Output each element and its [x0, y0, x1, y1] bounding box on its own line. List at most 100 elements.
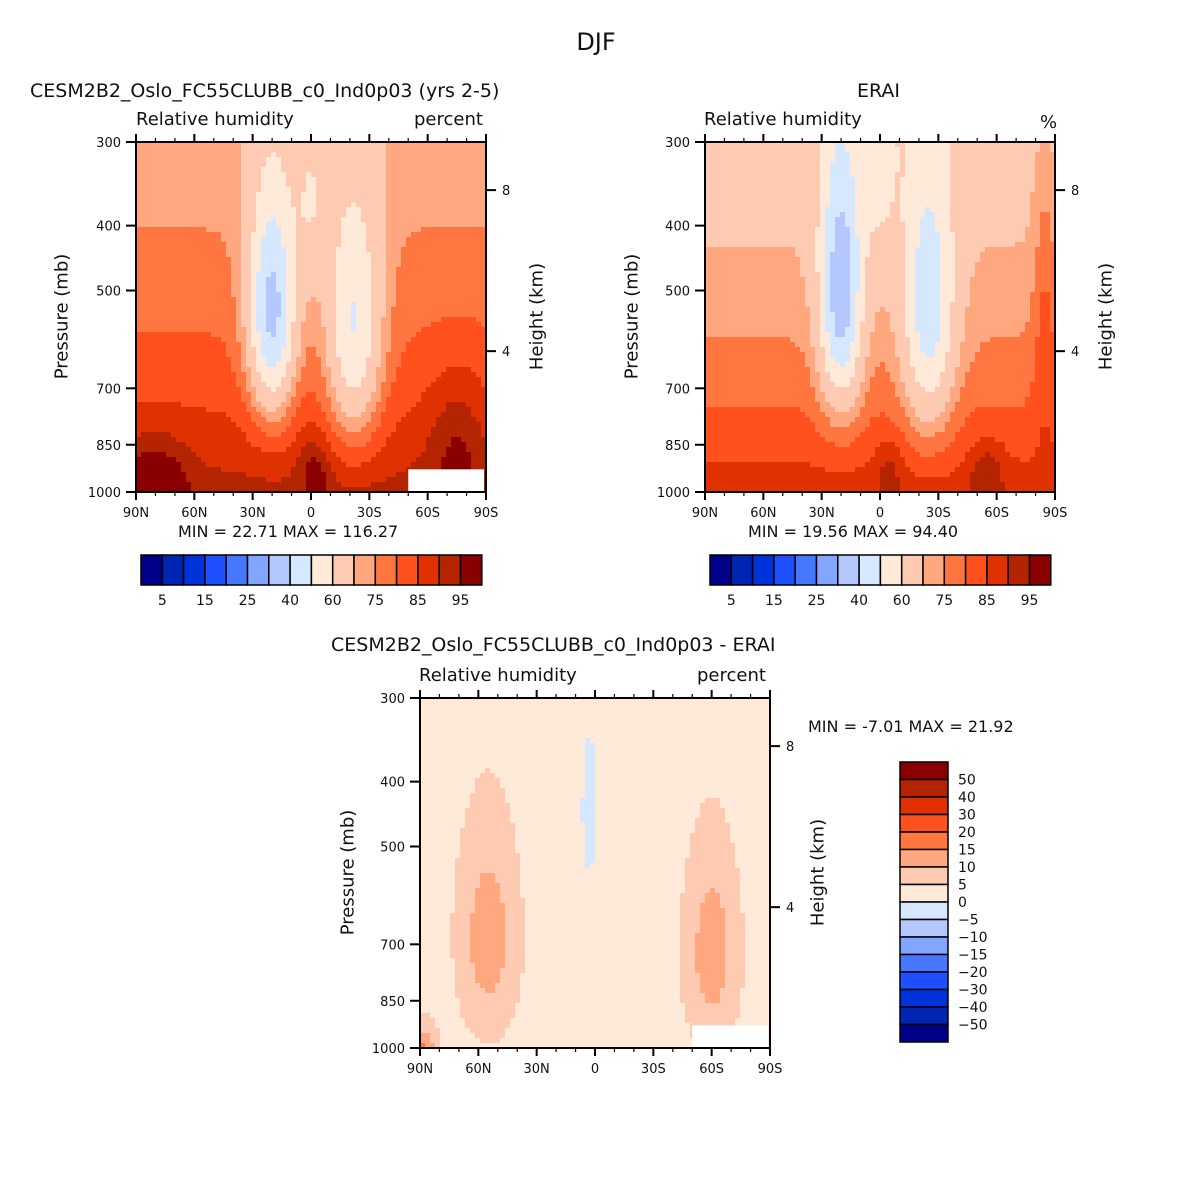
- field-cell: [156, 367, 162, 373]
- field-cell: [251, 147, 257, 153]
- field-cell: [206, 162, 212, 168]
- field-cell: [361, 412, 367, 418]
- field-cell: [201, 312, 207, 318]
- field-cell: [206, 247, 212, 253]
- field-cell: [271, 482, 277, 488]
- field-cell: [241, 267, 247, 273]
- field-cell: [705, 222, 711, 228]
- field-cell: [286, 267, 292, 273]
- field-cell: [381, 327, 387, 333]
- field-cell: [406, 432, 412, 438]
- field-cell: [176, 167, 182, 173]
- field-cell: [266, 457, 272, 463]
- field-cell: [401, 237, 407, 243]
- field-cell: [356, 437, 362, 443]
- field-cell: [481, 282, 487, 288]
- field-cell: [441, 142, 447, 148]
- field-cell: [151, 207, 157, 213]
- field-cell: [156, 272, 162, 278]
- field-cell: [481, 362, 487, 368]
- field-cell: [266, 307, 272, 313]
- field-cell: [161, 357, 167, 363]
- field-cell: [426, 377, 432, 383]
- field-cell: [326, 422, 332, 428]
- field-cell: [176, 162, 182, 168]
- field-cell: [211, 192, 217, 198]
- field-cell: [211, 257, 217, 263]
- field-cell: [256, 157, 262, 163]
- field-cell: [321, 412, 327, 418]
- field-cell: [341, 257, 347, 263]
- field-cell: [471, 432, 477, 438]
- field-cell: [406, 442, 412, 448]
- field-cell: [301, 172, 307, 178]
- field-cell: [416, 167, 422, 173]
- field-cell: [261, 292, 267, 298]
- field-cell: [326, 327, 332, 333]
- field-cell: [421, 192, 427, 198]
- field-cell: [171, 372, 177, 378]
- field-cell: [361, 257, 367, 263]
- field-cell: [446, 267, 452, 273]
- field-cell: [386, 207, 392, 213]
- field-cell: [196, 342, 202, 348]
- field-cell: [201, 337, 207, 343]
- field-cell: [176, 452, 182, 458]
- field-cell: [301, 167, 307, 173]
- field-cell: [331, 192, 337, 198]
- field-cell: [371, 457, 377, 463]
- field-cell: [291, 332, 297, 338]
- field-cell: [251, 142, 257, 148]
- field-cell: [431, 402, 437, 408]
- field-cell: [211, 242, 217, 248]
- field-cell: [221, 422, 227, 428]
- field-cell: [206, 297, 212, 303]
- field-cell: [261, 297, 267, 303]
- field-cell: [171, 337, 177, 343]
- field-cell: [481, 177, 487, 183]
- field-cell: [251, 487, 257, 493]
- field-cell: [286, 342, 292, 348]
- field-cell: [261, 452, 267, 458]
- field-cell: [301, 157, 307, 163]
- field-cell: [151, 417, 157, 423]
- field-cell: [466, 252, 472, 258]
- field-cell: [476, 202, 482, 208]
- field-cell: [376, 372, 382, 378]
- field-cell: [421, 307, 427, 313]
- field-cell: [376, 332, 382, 338]
- field-cell: [226, 172, 232, 178]
- field-cell: [176, 377, 182, 383]
- field-cell: [426, 422, 432, 428]
- field-cell: [216, 147, 222, 153]
- field-cell: [316, 422, 322, 428]
- field-cell: [291, 247, 297, 253]
- field-cell: [156, 242, 162, 248]
- field-cell: [136, 307, 142, 313]
- field-cell: [161, 462, 167, 468]
- field-cell: [306, 247, 312, 253]
- field-cell: [251, 172, 257, 178]
- field-cell: [426, 347, 432, 353]
- field-cell: [221, 147, 227, 153]
- field-cell: [386, 412, 392, 418]
- field-cell: [446, 432, 452, 438]
- field-cell: [241, 457, 247, 463]
- field-cell: [326, 427, 332, 433]
- field-cell: [476, 322, 482, 328]
- field-cell: [346, 402, 352, 408]
- field-cell: [161, 317, 167, 323]
- field-cell: [346, 487, 352, 493]
- field-cell: [366, 322, 372, 328]
- field-cell: [216, 267, 222, 273]
- field-cell: [206, 362, 212, 368]
- field-cell: [396, 202, 402, 208]
- field-cell: [246, 217, 252, 223]
- field-cell: [251, 222, 257, 228]
- field-cell: [266, 447, 272, 453]
- field-cell: [296, 462, 302, 468]
- field-cell: [151, 357, 157, 363]
- field-cell: [366, 317, 372, 323]
- field-cell: [261, 187, 267, 193]
